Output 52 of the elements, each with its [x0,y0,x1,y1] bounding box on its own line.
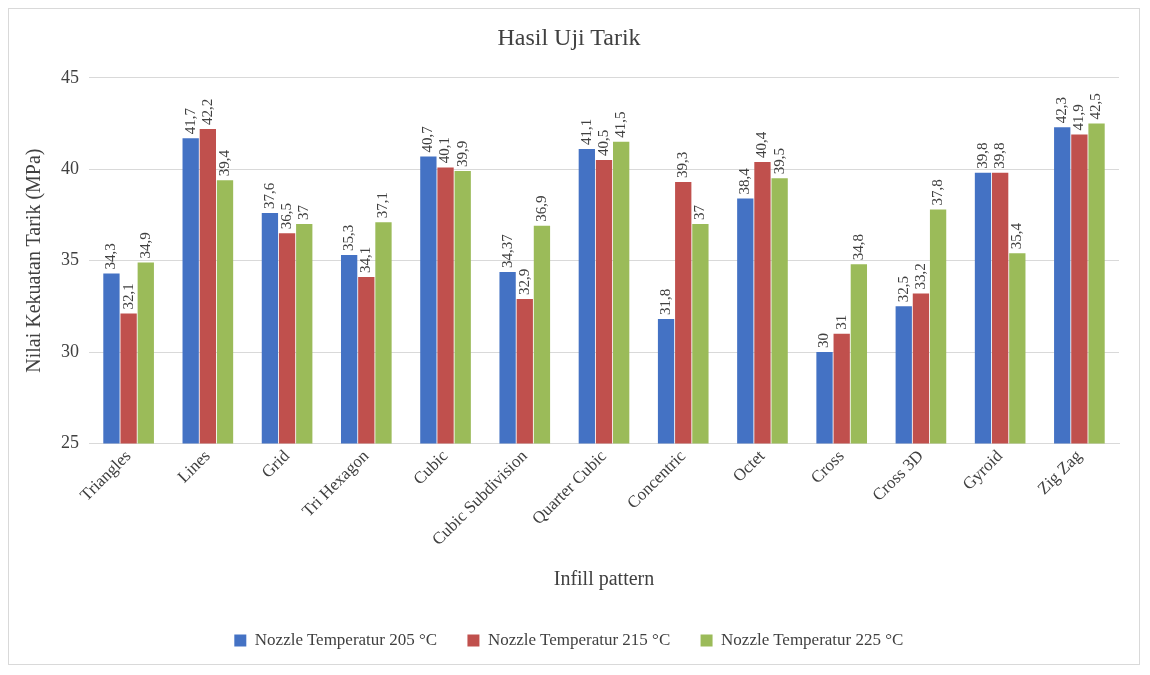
data-label: 39,8 [991,142,1008,169]
x-tick-label: Grid [257,445,294,482]
data-label: 41,9 [1070,104,1087,131]
data-label: 40,7 [419,125,436,153]
data-label: 34,1 [357,246,374,274]
data-label: 39,3 [674,151,691,178]
data-label: 31,8 [657,288,673,316]
y-tick-label: 30 [61,340,79,361]
data-label: 38,4 [736,167,753,195]
data-label: 39,9 [453,140,470,168]
data-label: 37,8 [929,179,946,206]
data-label: 42,2 [198,98,215,125]
y-tick-label: 25 [61,432,79,453]
data-label: 34,37 [498,233,515,269]
data-label: 40,1 [436,137,453,164]
legend-label: Nozzle Temperatur 205 °C [254,629,438,649]
data-label: 39,5 [770,148,787,175]
legend-label: Nozzle Temperatur 215 °C [487,629,671,649]
data-label: 41,5 [612,111,629,138]
data-label: 36,5 [278,202,295,230]
data-label: 34,3 [102,243,119,270]
data-label: 37,6 [260,182,277,210]
data-label: 37 [295,204,312,221]
data-label: 32,5 [894,276,911,303]
y-axis-title: Nilai Kekuatan Tarik (MPa) [22,148,46,373]
data-label: 30 [815,333,832,349]
legend-label: Nozzle Temperatur 225 °C [721,629,904,649]
data-label: 32,9 [515,268,532,295]
data-label: 37,1 [374,191,391,219]
data-label: 41,7 [181,107,198,135]
data-label: 32,1 [119,283,136,310]
x-tick-label: Zig Zag [1033,445,1086,499]
data-label: 35,3 [340,224,357,252]
data-label: 36,9 [532,195,549,222]
data-label: 31 [832,314,849,330]
y-tick-label: 45 [61,66,79,87]
chart-title: Hasil Uji Tarik [497,23,641,50]
data-label: 40,4 [753,131,770,158]
data-label: 42,3 [1053,96,1070,124]
data-label: 39,8 [973,142,990,169]
data-label: 40,5 [594,129,611,157]
data-label: 41,1 [577,118,594,146]
y-tick-label: 35 [61,249,79,270]
data-label: 35,4 [1008,222,1025,250]
data-label: 34,9 [136,232,153,259]
data-label: 33,2 [911,263,928,290]
data-label: 37 [691,204,708,221]
x-axis-title: Infill pattern [553,567,655,591]
data-label: 42,5 [1087,93,1104,120]
y-tick-label: 40 [61,157,79,178]
data-label: 34,8 [849,234,866,261]
data-label: 39,4 [215,149,232,177]
